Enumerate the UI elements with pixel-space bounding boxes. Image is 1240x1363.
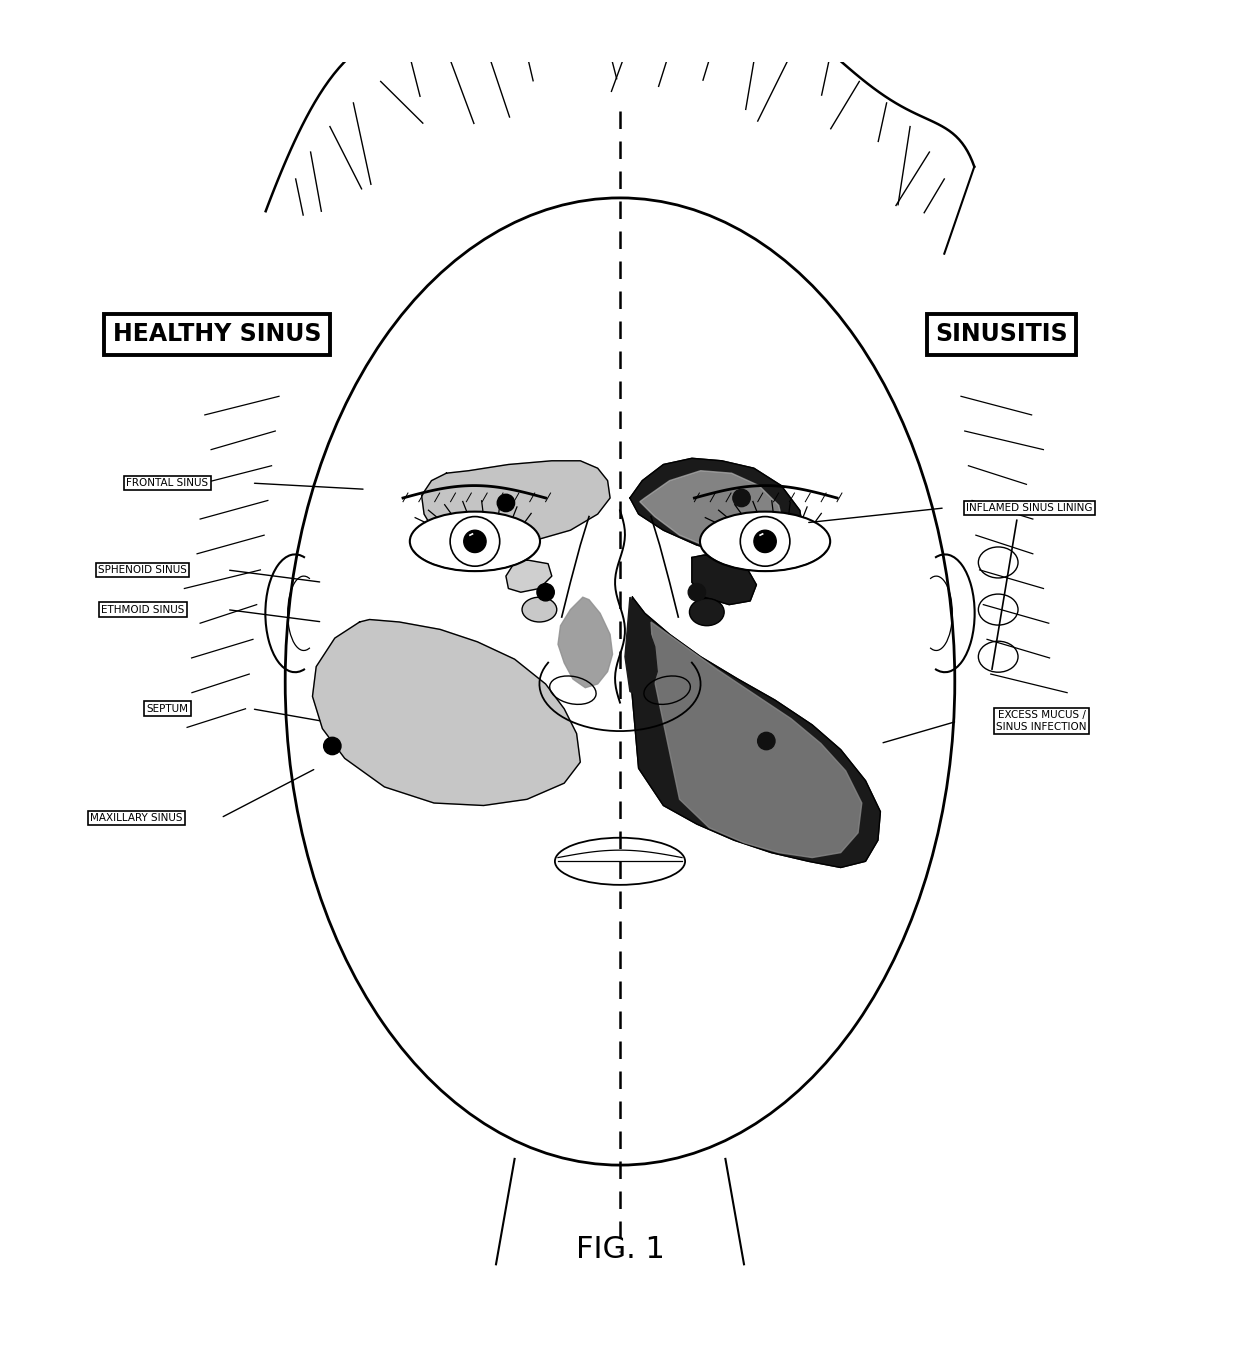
Text: SINUSITIS: SINUSITIS: [936, 322, 1068, 346]
Circle shape: [464, 530, 486, 552]
Text: EXCESS MUCUS /
SINUS INFECTION: EXCESS MUCUS / SINUS INFECTION: [997, 710, 1086, 732]
Circle shape: [688, 583, 706, 601]
Polygon shape: [630, 458, 804, 557]
Polygon shape: [625, 597, 657, 696]
Polygon shape: [640, 470, 784, 551]
Polygon shape: [506, 560, 552, 592]
Circle shape: [324, 737, 341, 755]
Circle shape: [758, 732, 775, 750]
Text: FRONTAL SINUS: FRONTAL SINUS: [126, 478, 208, 488]
Polygon shape: [651, 622, 862, 857]
Ellipse shape: [409, 511, 541, 571]
Ellipse shape: [699, 511, 831, 571]
Polygon shape: [558, 597, 613, 688]
Circle shape: [537, 583, 554, 601]
Text: HEALTHY SINUS: HEALTHY SINUS: [113, 322, 321, 346]
Polygon shape: [692, 555, 756, 605]
Text: ETHMOID SINUS: ETHMOID SINUS: [100, 605, 185, 615]
Polygon shape: [630, 597, 880, 867]
Text: INFLAMED SINUS LINING: INFLAMED SINUS LINING: [966, 503, 1092, 512]
Text: MAXILLARY SINUS: MAXILLARY SINUS: [91, 812, 182, 823]
Circle shape: [733, 489, 750, 507]
Text: SEPTUM: SEPTUM: [146, 703, 188, 714]
Ellipse shape: [689, 598, 724, 626]
Ellipse shape: [522, 597, 557, 622]
Polygon shape: [422, 461, 610, 551]
Polygon shape: [312, 620, 580, 806]
Text: SPHENOID SINUS: SPHENOID SINUS: [98, 564, 187, 575]
Text: FIG. 1: FIG. 1: [575, 1235, 665, 1264]
Circle shape: [497, 495, 515, 511]
Circle shape: [754, 530, 776, 552]
